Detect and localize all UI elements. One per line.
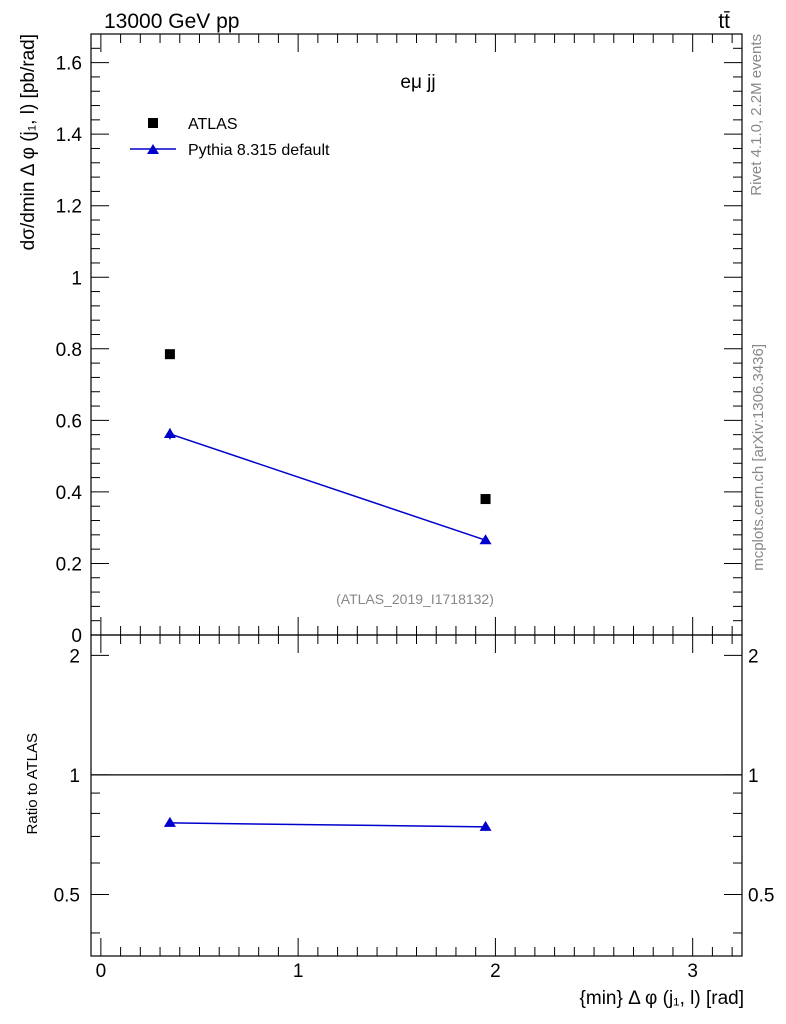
atlas-point — [164, 349, 175, 360]
main-y-tick-label: 1 — [71, 268, 82, 289]
main-y-tick-labels: 0 0.2 0.4 0.6 0.8 1 1.2 1.4 1.6 — [56, 54, 83, 647]
legend-atlas-marker — [148, 118, 158, 128]
ratio-pythia-line — [169, 822, 486, 828]
main-axis-ticks — [91, 34, 742, 636]
legend-pythia-label: Pythia 8.315 default — [188, 142, 330, 159]
ratio-plot-panel: 0.5 0.5 1 1 2 2 0 1 2 3 Ratio to ATLAS {min} Δ φ… — [24, 634, 775, 1009]
rivet-version-label: Rivet 4.1.0, 2.2M events — [748, 34, 765, 196]
x-tick-label: 0 — [96, 961, 107, 982]
pythia-series-line — [169, 433, 486, 541]
process-label: tt̄ — [718, 10, 730, 33]
mcplots-source-label: mcplots.cern.ch [arXiv:1306.3436] — [750, 344, 767, 571]
main-plot-panel: 0 0.2 0.4 0.6 0.8 1 1.2 1.4 1.6 eμ jj dσ/dmin Δ … — [18, 33, 743, 647]
x-tick-label: 2 — [490, 961, 501, 982]
x-axis-label: {min} Δ φ (j₁, l) [rad] — [580, 988, 744, 1009]
ratio-y-tick-label: 1 — [69, 766, 80, 787]
ratio-pythia-point — [163, 816, 176, 827]
ratio-plot-frame — [90, 634, 743, 957]
ratio-y-tick-label: 0.5 — [54, 885, 80, 906]
legend-atlas-label: ATLAS — [188, 116, 238, 133]
x-tick-label: 3 — [687, 961, 698, 982]
main-y-tick-label: 0.8 — [56, 340, 82, 361]
pythia-point — [479, 534, 492, 545]
main-y-tick-label: 1.2 — [56, 197, 82, 218]
ratio-y-axis-label: Ratio to ATLAS — [24, 733, 41, 834]
ratio-y-tick-label-right: 1 — [748, 766, 759, 787]
ratio-y-tick-label-right: 0.5 — [748, 885, 774, 906]
ratio-y-tick-label: 2 — [69, 646, 80, 667]
main-y-tick-label: 0.4 — [56, 483, 83, 504]
legend: ATLAS Pythia 8.315 default — [130, 116, 330, 159]
main-y-tick-label: 1.6 — [56, 54, 82, 75]
main-y-axis-label: dσ/dmin Δ φ (j₁, l) [pb/rad] — [18, 34, 39, 250]
main-y-tick-label: 0.6 — [56, 411, 82, 432]
main-y-tick-label: 0.2 — [56, 554, 82, 575]
atlas-point — [480, 494, 491, 505]
ratio-data-marks — [163, 816, 492, 831]
pythia-point — [163, 427, 176, 438]
x-tick-labels: 0 1 2 3 — [96, 961, 698, 982]
energy-label: 13000 GeV pp — [104, 10, 239, 33]
ratio-y-tick-label-right: 2 — [748, 646, 759, 667]
analysis-watermark: (ATLAS_2019_I1718132) — [336, 591, 494, 607]
ratio-axis-ticks — [91, 635, 742, 956]
main-plot-title: eμ jj — [400, 72, 435, 93]
main-y-tick-label: 0 — [71, 626, 82, 647]
main-y-tick-label: 1.4 — [56, 125, 83, 146]
x-tick-label: 1 — [293, 961, 304, 982]
main-data-marks — [163, 349, 492, 545]
ratio-pythia-point — [479, 820, 492, 831]
legend-pythia-marker — [147, 144, 159, 154]
ratio-y-tick-labels: 0.5 0.5 1 1 2 2 — [54, 646, 775, 906]
